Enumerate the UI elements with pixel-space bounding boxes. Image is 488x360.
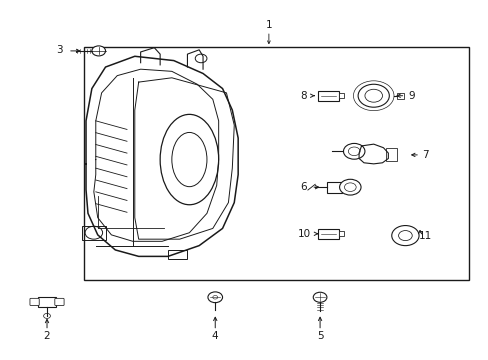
Circle shape [339,179,360,195]
Circle shape [357,84,388,107]
Bar [338,231,344,236]
Circle shape [92,46,105,56]
Bar [81,226,106,240]
Bar [385,148,396,161]
Circle shape [207,292,222,303]
Text: 8: 8 [300,91,306,101]
Bar [338,93,344,98]
Text: 11: 11 [418,231,431,240]
Bar [396,93,404,99]
Circle shape [43,314,50,319]
Text: 6: 6 [300,182,306,192]
Circle shape [313,292,326,302]
Bar [318,229,338,239]
FancyBboxPatch shape [55,298,64,306]
Bar [38,297,56,307]
Text: 9: 9 [407,91,414,101]
Text: 10: 10 [297,229,310,239]
Bar [327,182,341,193]
Text: 4: 4 [211,331,218,341]
Text: 2: 2 [43,331,50,341]
Bar [167,250,187,259]
Text: 3: 3 [56,45,62,55]
Text: 5: 5 [316,331,323,341]
Circle shape [343,143,364,159]
Circle shape [212,296,217,299]
Bar [318,91,338,101]
Bar [83,47,468,280]
Text: 7: 7 [422,150,428,160]
Circle shape [391,226,418,246]
FancyBboxPatch shape [30,298,39,306]
Text: 1: 1 [265,20,272,30]
